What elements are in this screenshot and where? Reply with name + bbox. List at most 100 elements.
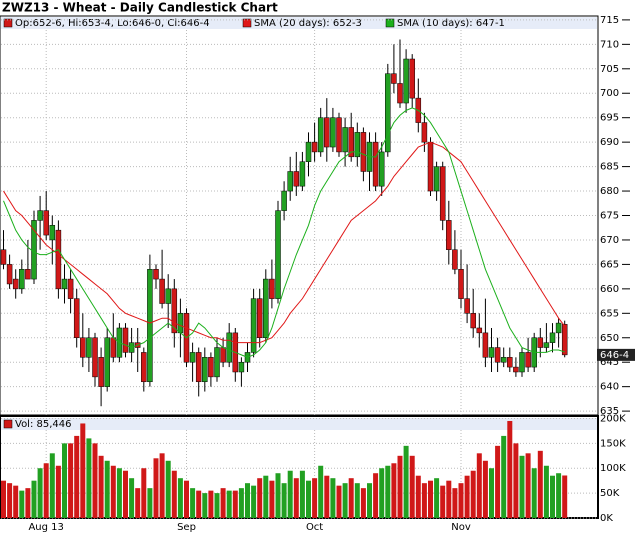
candle-body [208, 357, 214, 378]
y-tick-label: 200K [600, 413, 626, 424]
volume-bar [391, 463, 397, 518]
candle-body [311, 141, 318, 153]
volume-bar [245, 483, 250, 518]
candle-body [263, 278, 269, 339]
legend-swatch [242, 18, 252, 28]
candle-body [12, 278, 19, 290]
candle-body [250, 298, 257, 353]
volume-bar [495, 445, 501, 518]
candle-body [37, 210, 43, 221]
y-tick-label: 690 [600, 137, 619, 148]
y-tick-label: 640 [600, 382, 619, 393]
volume-bar [287, 470, 293, 518]
volume-bar [489, 468, 494, 518]
x-tick-label: Sep [177, 522, 196, 533]
y-tick-label: 715 [600, 15, 619, 26]
candle-body [372, 141, 379, 187]
volume-bar [220, 488, 226, 518]
candle-body [464, 298, 470, 314]
volume-bar [19, 490, 25, 518]
candle-body [385, 73, 391, 153]
candle-body [470, 313, 476, 329]
candle-body [299, 161, 306, 187]
volume-bar [135, 488, 141, 518]
volume-bar [275, 473, 281, 518]
y-tick-label: 655 [600, 308, 619, 319]
candle-body [226, 332, 232, 363]
y-tick-label: 660 [600, 284, 619, 295]
y-tick-label: 710 [600, 39, 619, 50]
candle-body [73, 298, 80, 339]
candle-body [49, 225, 56, 241]
volume-bar [458, 483, 464, 518]
volume-bar [165, 460, 171, 518]
candle-body [317, 117, 324, 153]
candle-body [446, 220, 452, 250]
candle-body [348, 127, 354, 158]
candle-body [275, 210, 281, 299]
volume-bar [550, 475, 555, 518]
volume-bar [49, 453, 55, 518]
volume-bar [360, 488, 366, 518]
y-tick-label: 670 [600, 235, 619, 246]
candle-body [378, 151, 385, 187]
volume-bar [7, 483, 13, 518]
candle-body [171, 288, 178, 334]
volume-bar [476, 453, 482, 518]
candle-body [409, 58, 415, 99]
legend-text: Op:652-6, Hi:653-4, Lo:646-0, Cl:646-4 [15, 18, 210, 29]
last-price-box [597, 348, 635, 361]
volume-bar [293, 478, 299, 518]
volume-bar [43, 463, 49, 518]
volume-bar [129, 478, 135, 518]
volume-bar [153, 458, 159, 518]
candle-body [177, 313, 184, 334]
y-tick-label: 685 [600, 162, 619, 173]
candle-body [0, 249, 7, 265]
y-tick-label: 665 [600, 259, 619, 270]
chart-title: ZWZ13 - Wheat - Daily Candlestick Chart [2, 1, 278, 15]
candle-body [159, 278, 165, 304]
candle-body [80, 337, 86, 358]
volume-bar [403, 445, 409, 518]
candle-body [55, 229, 62, 290]
volume-bar [367, 483, 372, 518]
volume-bar [379, 468, 385, 518]
y-tick-label: 0K [600, 513, 613, 524]
candle-body [397, 83, 403, 104]
y-tick-label: 150K [600, 438, 626, 449]
volume-bar [324, 475, 330, 518]
volume-bar [525, 453, 531, 518]
volume-bar [348, 478, 354, 518]
candle-body [458, 269, 464, 299]
volume-bar [257, 478, 263, 518]
volume-bar [196, 490, 202, 518]
candle-body [561, 324, 568, 356]
volume-bar [13, 485, 19, 518]
candle-body [92, 337, 98, 378]
volume-bar [513, 443, 519, 518]
y-tick-label: 100K [600, 463, 626, 474]
volume-bar [507, 420, 513, 518]
volume-bar [428, 480, 433, 518]
legend-swatch [3, 18, 13, 28]
candle-body [476, 327, 483, 334]
volume-bar [537, 450, 543, 518]
volume-bar [238, 488, 244, 518]
volume-bar [440, 485, 446, 518]
candle-body [153, 269, 159, 280]
volume-bar [519, 455, 525, 518]
candle-body [525, 352, 531, 368]
candle-body [482, 332, 489, 358]
candle-body [110, 337, 117, 358]
marks: 635 640 645 650 655 660 665 670 675 680 685 690 695 7… [0, 15, 635, 533]
y-tick-label: 650 [600, 333, 619, 344]
volume-bar [123, 470, 128, 518]
candle-body [507, 357, 513, 368]
y-tick-label: 645 [600, 357, 619, 368]
volume-bar [501, 435, 507, 518]
volume-bar [354, 483, 360, 518]
candle-body [43, 210, 49, 236]
candle-body [324, 117, 330, 148]
